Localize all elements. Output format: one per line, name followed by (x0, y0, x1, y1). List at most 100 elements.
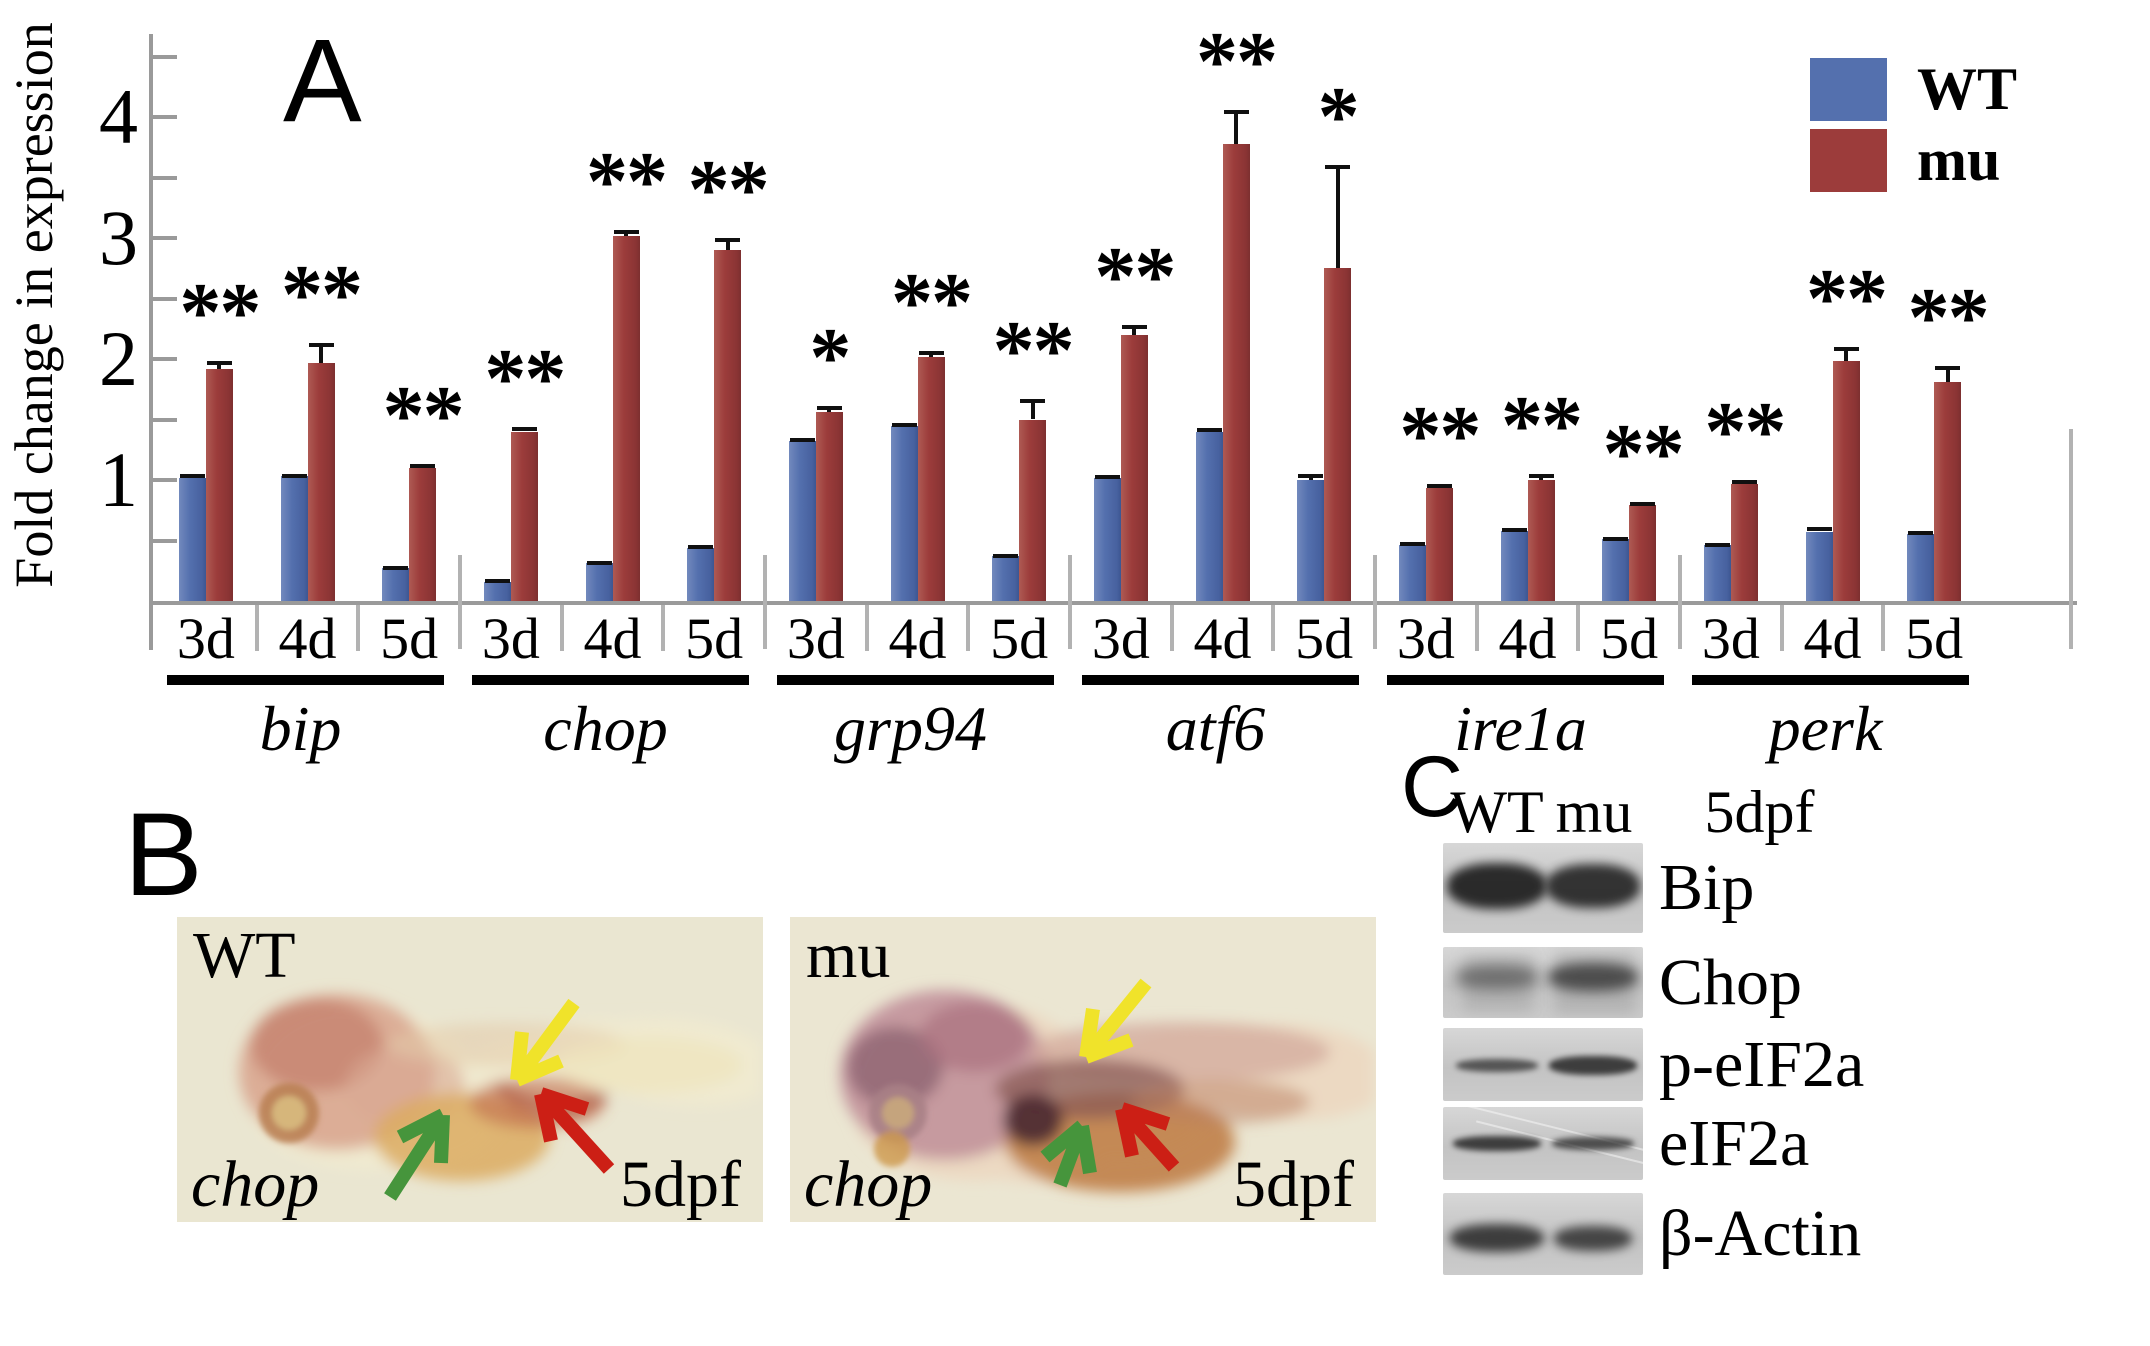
group-separator (1678, 555, 1682, 649)
error-bar-cap (993, 553, 1019, 558)
blot-lane-header-wt: WT (1450, 779, 1544, 845)
blot-row-label: Chop (1659, 945, 1803, 1019)
y-tick (153, 538, 177, 543)
error-bar-cap (1908, 530, 1934, 535)
mu-bar (510, 431, 538, 601)
error-bar-cap (1399, 541, 1425, 546)
group-separator (458, 555, 462, 649)
protein-band (1456, 1059, 1538, 1073)
wt-color-swatch (1810, 57, 1887, 121)
wt-bar (1398, 545, 1426, 601)
protein-band (1447, 863, 1547, 910)
y-tick-label: 4 (99, 73, 138, 160)
mu-bar (917, 356, 945, 601)
error-bar-cap (410, 464, 436, 469)
wt-embryo-drawing (177, 917, 763, 1222)
wt-bar (280, 476, 308, 601)
wt-bar (1805, 532, 1833, 601)
error-bar-line (1539, 477, 1543, 480)
gene-group-label: atf6 (1165, 693, 1266, 764)
x-tick-label: 5d (1295, 606, 1354, 671)
mu-bar (1120, 334, 1148, 601)
x-tick-label: 3d (1701, 606, 1760, 671)
x-tick-label: 3d (176, 606, 235, 671)
x-tick-label: 4d (1803, 606, 1862, 671)
mu-image-label: mu (806, 919, 891, 992)
timepoint-separator (356, 605, 361, 651)
error-bar-cap (1121, 325, 1147, 330)
mu-bar (1629, 505, 1657, 601)
protein-band (1546, 864, 1640, 909)
significance-marker: ** (179, 266, 261, 360)
blot-row-label: p-eIF2a (1659, 1027, 1865, 1101)
blot-image (1443, 843, 1643, 933)
mu-bar (409, 467, 437, 601)
error-bar-cap (1603, 536, 1629, 541)
error-bar-cap (816, 406, 842, 411)
timepoint-separator (1169, 605, 1174, 651)
mu-bar (1222, 143, 1250, 601)
x-tick-label: 4d (1498, 606, 1557, 671)
mu-bar (815, 412, 843, 601)
blot-image (1443, 947, 1643, 1018)
group-separator (1373, 555, 1377, 649)
blot-row-label: Bip (1659, 851, 1755, 924)
error-bar-line (929, 354, 933, 357)
protein-band (1549, 1056, 1637, 1076)
error-bar-line (1335, 169, 1340, 269)
significance-marker: ** (586, 134, 668, 228)
timepoint-separator (864, 605, 869, 651)
error-bar-cap (1094, 475, 1120, 480)
significance-marker: ** (382, 369, 465, 463)
error-bar-cap (1501, 528, 1527, 533)
error-bar-cap (1325, 165, 1351, 170)
protein-band (1554, 1225, 1632, 1251)
error-bar-cap (715, 238, 741, 242)
wt-bar (1195, 431, 1223, 601)
wt-bar (1703, 545, 1731, 601)
panel-a-letter: A (283, 15, 362, 147)
red-arrow-icon (1115, 1102, 1180, 1172)
x-axis-line (149, 601, 2077, 605)
gene-group-underline (472, 675, 749, 685)
y-tick (153, 236, 177, 240)
error-bar-cap (206, 361, 232, 366)
significance-marker: ** (1602, 406, 1685, 500)
error-bar-line (624, 233, 628, 236)
wt-bar (178, 477, 206, 601)
y-tick (153, 357, 177, 361)
x-tick-label: 3d (1091, 606, 1150, 671)
protein-band (1450, 1224, 1544, 1253)
annotation-arrows (384, 998, 615, 1201)
probe-label: chop (191, 1148, 320, 1221)
wt-bar (788, 441, 816, 601)
gene-group-label: grp94 (834, 693, 987, 764)
wt-bar (1602, 539, 1630, 601)
y-axis-line (149, 34, 153, 650)
error-bar-cap (1020, 398, 1046, 403)
error-bar-cap (484, 579, 510, 584)
mu-bar (1527, 480, 1555, 601)
x-tick-label: 4d (888, 606, 947, 671)
x-tick-label: 4d (583, 606, 642, 671)
significance-marker: ** (281, 248, 363, 342)
plot-right-tick (2069, 429, 2073, 649)
significance-marker: ** (1196, 14, 1278, 108)
error-bar-cap (1426, 483, 1452, 488)
timepoint-separator (1271, 605, 1276, 651)
legend-item-wt: WT (1810, 56, 2017, 122)
x-tick-label: 3d (1396, 606, 1455, 671)
y-tick (153, 417, 177, 422)
error-bar-line (1844, 350, 1848, 362)
blot-image (1443, 1028, 1643, 1101)
x-tick-label: 5d (990, 606, 1049, 671)
blot-row-label: eIF2a (1659, 1106, 1810, 1180)
y-tick (153, 175, 177, 180)
mu-bar (1730, 483, 1758, 601)
error-bar-cap (1704, 542, 1730, 547)
significance-marker: ** (1907, 271, 1990, 365)
error-bar-cap (1833, 346, 1859, 351)
yellow-arrow-icon (1079, 978, 1152, 1064)
error-bar-cap (789, 437, 815, 442)
error-bar-cap (918, 350, 944, 355)
